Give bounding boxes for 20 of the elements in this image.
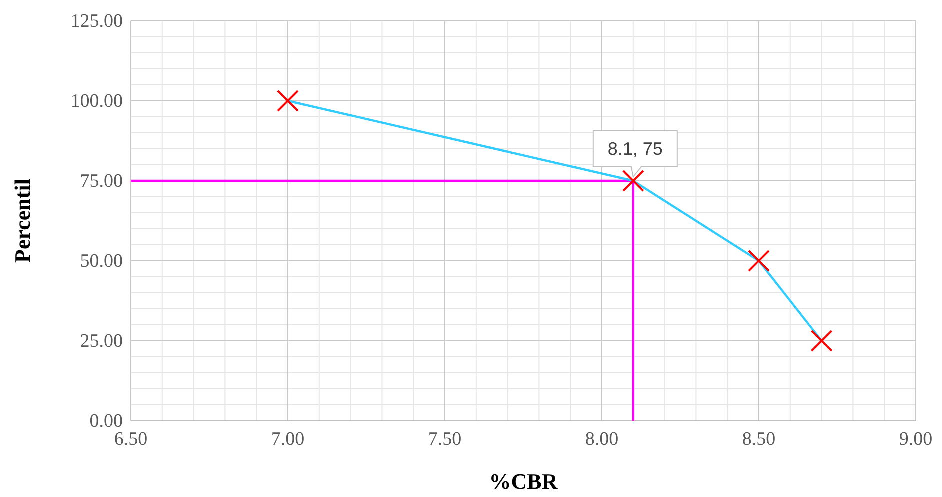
x-axis-title: %CBR — [489, 469, 559, 494]
y-tick-label: 50.00 — [80, 251, 123, 272]
y-tick-label: 75.00 — [80, 171, 123, 192]
x-tick-label: 8.50 — [742, 429, 776, 450]
line-series — [286, 100, 823, 342]
y-tick-label: 125.00 — [70, 11, 123, 32]
y-tick-label: 100.00 — [70, 91, 123, 112]
annotation: 8.1, 75 — [608, 139, 663, 159]
y-tick-label: 25.00 — [80, 331, 123, 352]
x-tick-label: 8.00 — [585, 429, 619, 450]
x-tick-label: 9.00 — [899, 429, 933, 450]
x-tick-label: 6.50 — [114, 429, 148, 450]
x-tick-label: 7.00 — [271, 429, 305, 450]
point — [622, 170, 644, 192]
point — [810, 330, 833, 352]
point — [277, 90, 299, 112]
x-tick-label: 7.50 — [428, 429, 462, 450]
point — [748, 250, 770, 272]
y-axis-title: Percentil — [10, 179, 35, 263]
y-tick-label: 0.00 — [90, 411, 123, 432]
